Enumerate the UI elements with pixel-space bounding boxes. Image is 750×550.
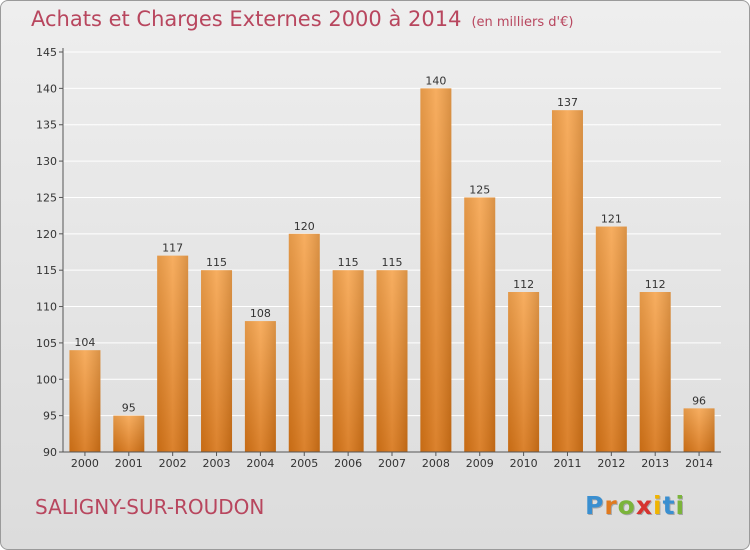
x-tick-label: 2001 bbox=[115, 457, 143, 470]
bar-shading bbox=[288, 233, 320, 452]
data-label: 115 bbox=[338, 256, 359, 269]
bar-shading bbox=[69, 350, 101, 452]
bars: 104 95 117 115 108 120 115 115 140 125 112 137 121 11… bbox=[69, 74, 715, 452]
x-tick-label: 2006 bbox=[334, 457, 362, 470]
logo-letter: i bbox=[653, 491, 663, 520]
bar-shading bbox=[639, 292, 671, 452]
x-tick-label: 2004 bbox=[246, 457, 274, 470]
bar-shading bbox=[244, 321, 276, 452]
x-tick-label: 2007 bbox=[378, 457, 406, 470]
data-label: 104 bbox=[74, 336, 95, 349]
x-tick-label: 2012 bbox=[597, 457, 625, 470]
x-tick-label: 2000 bbox=[71, 457, 99, 470]
y-tick-label: 140 bbox=[36, 82, 57, 95]
data-label: 137 bbox=[557, 96, 578, 109]
x-tick-label: 2003 bbox=[203, 457, 231, 470]
bar-shading bbox=[376, 270, 408, 452]
chart-unit: (en milliers d'€) bbox=[471, 15, 574, 30]
y-tick-label: 90 bbox=[43, 446, 57, 459]
logo-letter: t bbox=[662, 491, 676, 520]
bar-shading bbox=[508, 292, 540, 452]
data-label: 112 bbox=[513, 278, 534, 291]
data-label: 117 bbox=[162, 242, 183, 255]
x-tick-label: 2005 bbox=[290, 457, 318, 470]
data-label: 125 bbox=[469, 183, 490, 196]
bar-shading bbox=[595, 226, 627, 452]
y-tick-label: 110 bbox=[36, 301, 57, 314]
y-tick-label: 95 bbox=[43, 410, 57, 423]
bar-shading bbox=[332, 270, 364, 452]
data-label: 96 bbox=[692, 394, 706, 407]
x-tick-label: 2011 bbox=[553, 457, 581, 470]
bar-shading bbox=[420, 88, 452, 452]
y-tick-label: 125 bbox=[36, 191, 57, 204]
y-tick-label: 135 bbox=[36, 119, 57, 132]
chart-title: Achats et Charges Externes 2000 à 2014 bbox=[31, 7, 462, 31]
x-tick-label: 2010 bbox=[510, 457, 538, 470]
y-tick-label: 130 bbox=[36, 155, 57, 168]
logo-letter: x bbox=[635, 491, 653, 520]
bar-shading bbox=[201, 270, 233, 452]
y-tick-label: 105 bbox=[36, 337, 57, 350]
y-tick-label: 100 bbox=[36, 373, 57, 386]
data-label: 108 bbox=[250, 307, 271, 320]
logo-letter: i bbox=[675, 491, 686, 520]
axes: 90 95 100 105 110 115 120 125 130 135 140 145 2000 20… bbox=[36, 46, 721, 470]
x-tick-label: 2014 bbox=[685, 457, 713, 470]
x-tick-label: 2013 bbox=[641, 457, 669, 470]
data-label: 115 bbox=[206, 256, 227, 269]
data-label: 120 bbox=[294, 220, 315, 233]
data-label: 121 bbox=[601, 213, 622, 226]
data-label: 115 bbox=[382, 256, 403, 269]
y-tick-label: 120 bbox=[36, 228, 57, 241]
bar-shading bbox=[157, 255, 189, 452]
commune-name: SALIGNY-SUR-ROUDON bbox=[35, 495, 265, 519]
logo-letter: o bbox=[617, 491, 636, 520]
bar-shading bbox=[464, 197, 496, 452]
proxiti-logo[interactable]: Proxiti bbox=[585, 491, 685, 520]
logo-letter: P bbox=[585, 491, 605, 520]
data-label: 95 bbox=[122, 402, 136, 415]
data-label: 140 bbox=[425, 74, 446, 87]
bar-shading bbox=[551, 110, 583, 452]
bar-shading bbox=[113, 415, 145, 452]
y-tick-label: 115 bbox=[36, 264, 57, 277]
bar-shading bbox=[683, 408, 715, 452]
y-tick-label: 145 bbox=[36, 46, 57, 59]
x-tick-label: 2009 bbox=[466, 457, 494, 470]
data-label: 112 bbox=[645, 278, 666, 291]
x-tick-label: 2008 bbox=[422, 457, 450, 470]
logo-letter: r bbox=[604, 491, 618, 520]
chart-title-block: Achats et Charges Externes 2000 à 2014 (e… bbox=[31, 7, 573, 31]
x-tick-label: 2002 bbox=[159, 457, 187, 470]
